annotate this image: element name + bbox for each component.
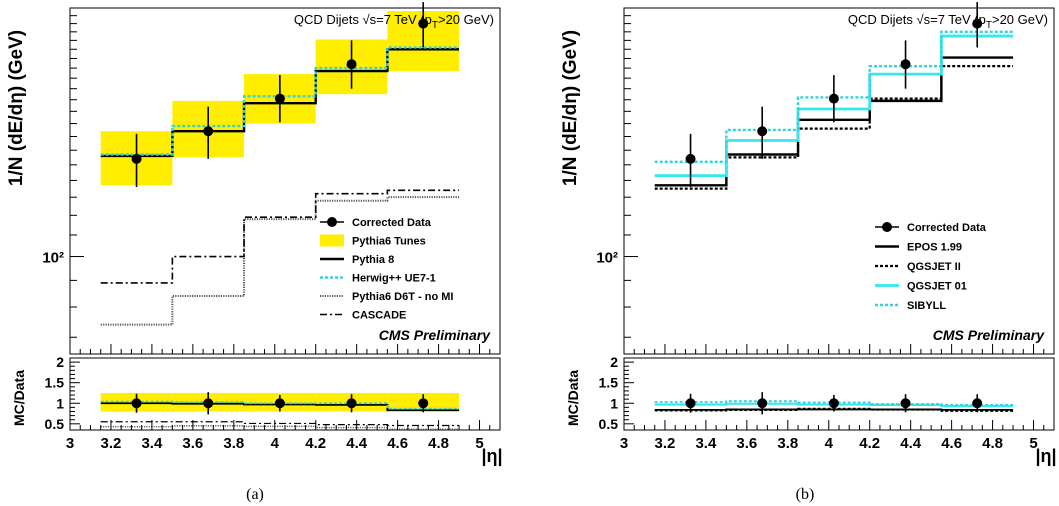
- x-tick-label: 4.6: [387, 435, 408, 452]
- chart-title: QCD Dijets √s=7 TeV (pT>20 GeV): [294, 12, 494, 31]
- data-point: [900, 59, 911, 70]
- ratio-point: [418, 398, 429, 409]
- ratio-point: [972, 398, 983, 409]
- y-tick-label: 10²: [596, 250, 618, 267]
- ratio-point: [131, 398, 142, 409]
- x-axis-label: |η|: [481, 446, 502, 466]
- ratio-y-axis-label: MC/Data: [565, 370, 581, 426]
- ratio-line-pythia6-d6t-no-mi: [100, 425, 460, 430]
- main-plot-frame: [623, 7, 1055, 355]
- legend-label: Herwig++ UE7-1: [352, 273, 436, 285]
- legend: Corrected Data Pythia6 Tunes Pythia 8 Herwi…: [320, 217, 453, 322]
- chart-panel-b: 3 3.2 3.4 3.6 3.8 4 4.2 4.4 4.6 4.8 5 10² 0.5 1 1.5 2 QC…: [560, 2, 1057, 503]
- x-tick-label: 5: [1029, 435, 1037, 452]
- ratio-y-tick-label: 2: [56, 354, 64, 370]
- ratio-point: [757, 398, 768, 409]
- x-tick-label: 4.4: [346, 435, 368, 452]
- cms-preliminary-label: CMS Preliminary: [933, 327, 1045, 343]
- legend-label: Pythia 8: [352, 254, 394, 266]
- ratio-point: [274, 398, 285, 409]
- x-tick-label: 3.8: [777, 435, 798, 452]
- series-line-sibyll: [654, 30, 1014, 164]
- legend-label: QGSJET II: [907, 261, 961, 273]
- y-axis-label: 1/N (dE/dη) (GeV): [560, 30, 581, 186]
- legend-label: CASCADE: [352, 310, 406, 322]
- panel-caption: (b): [796, 486, 815, 503]
- data-point: [418, 18, 429, 29]
- x-tick-label: 4.2: [305, 435, 326, 452]
- ratio-point: [346, 398, 357, 409]
- x-tick-label: 4.4: [900, 435, 922, 452]
- ratio-point: [828, 398, 839, 409]
- ratio-plot-frame: [623, 357, 1055, 431]
- x-tick-label: 3.4: [141, 435, 163, 452]
- legend-label: Pythia6 Tunes: [352, 236, 426, 248]
- x-tick-label: 4.8: [982, 435, 1003, 452]
- series-line-cascade: [100, 189, 460, 284]
- ratio-point: [203, 398, 214, 409]
- ratio-y-tick-label: 1.5: [45, 375, 65, 391]
- legend-label: QGSJET 01: [907, 281, 967, 293]
- panel-caption: (a): [246, 486, 264, 503]
- x-tick-label: 3.2: [655, 435, 676, 452]
- legend-label: SIBYLL: [907, 300, 946, 312]
- x-tick-label: 4: [825, 435, 834, 452]
- x-tick-label: 4: [271, 435, 280, 452]
- x-tick-label: 5: [475, 435, 483, 452]
- ratio-line-cascade: [100, 421, 460, 427]
- legend-label: Corrected Data: [907, 222, 987, 234]
- legend-label: EPOS 1.99: [907, 242, 962, 254]
- x-tick-label: 3.6: [182, 435, 203, 452]
- x-tick-label: 3: [66, 435, 74, 452]
- ratio-y-tick-label: 0.5: [599, 416, 619, 432]
- x-tick-label: 4.8: [428, 435, 449, 452]
- x-tick-label: 4.2: [859, 435, 880, 452]
- y-tick-label: 10²: [42, 250, 64, 267]
- ratio-point: [685, 398, 696, 409]
- data-point: [131, 153, 142, 164]
- data-point: [274, 93, 285, 104]
- ratio-point: [900, 398, 911, 409]
- cms-preliminary-label: CMS Preliminary: [379, 327, 491, 343]
- x-tick-label: 3.6: [736, 435, 757, 452]
- legend-symbol: [327, 217, 337, 227]
- legend: Corrected Data EPOS 1.99 QGSJET II QGSJET 0…: [875, 222, 987, 312]
- x-tick-label: 3.2: [101, 435, 122, 452]
- legend-label: Pythia6 D6T - no MI: [352, 291, 453, 303]
- x-tick-label: 3.4: [695, 435, 717, 452]
- data-point: [972, 18, 983, 29]
- x-tick-label: 3: [620, 435, 628, 452]
- x-tick-label: 3.8: [223, 435, 244, 452]
- legend-symbol: [882, 222, 892, 232]
- ratio-y-tick-label: 0.5: [45, 416, 65, 432]
- ratio-y-tick-label: 1.5: [599, 375, 619, 391]
- chart-title: QCD Dijets √s=7 TeV (pT>20 GeV): [848, 12, 1048, 31]
- chart-panel-a: 3 3.2 3.4 3.6 3.8 4 4.2 4.4 4.6 4.8 5 10² 0.5 1 1.5 2 QC…: [6, 2, 503, 503]
- ratio-line-herwig-ue7-1: [100, 400, 460, 410]
- data-point: [828, 93, 839, 104]
- x-axis-label: |η|: [1035, 446, 1056, 466]
- ratio-y-tick-label: 2: [610, 354, 618, 370]
- x-tick-label: 4.6: [941, 435, 962, 452]
- ratio-y-tick-label: 1: [610, 395, 618, 411]
- legend-label: Corrected Data: [352, 217, 432, 229]
- data-point: [346, 59, 357, 70]
- legend-symbol: [320, 234, 344, 247]
- ratio-y-axis-label: MC/Data: [11, 370, 27, 426]
- y-axis-label: 1/N (dE/dη) (GeV): [6, 30, 27, 186]
- data-point: [685, 153, 696, 164]
- ratio-y-tick-label: 1: [56, 395, 64, 411]
- data-point: [757, 126, 768, 137]
- data-point: [203, 126, 214, 137]
